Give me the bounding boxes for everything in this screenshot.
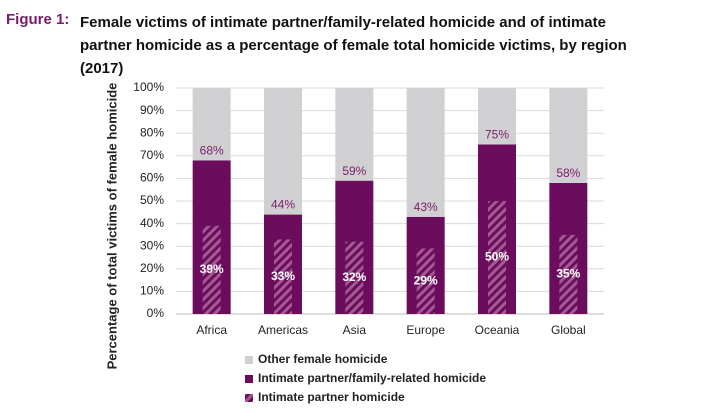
bar [192, 88, 231, 161]
legend-swatch [245, 375, 253, 383]
bar [345, 241, 364, 314]
value-label: 68% [200, 143, 224, 157]
value-label: 29% [414, 273, 438, 287]
x-tick-label: Asia [343, 323, 367, 337]
legend-label: Intimate partner/family-related homicide [258, 371, 486, 385]
x-tick-label: Africa [196, 323, 227, 337]
value-label: 50% [485, 250, 509, 264]
legend-label: Intimate partner homicide [258, 390, 405, 404]
y-tick-label: 10% [140, 284, 164, 298]
y-tick-label: 50% [140, 193, 164, 207]
y-tick-label: 90% [140, 103, 164, 117]
value-label: 39% [200, 262, 224, 276]
y-tick-label: 40% [140, 216, 164, 230]
bar [559, 234, 578, 314]
x-tick-label: Global [551, 323, 586, 337]
x-tick-label: Europe [406, 323, 445, 337]
y-axis-title: Percentage of total victims of female ho… [104, 83, 119, 370]
y-tick-label: 70% [140, 148, 164, 162]
y-tick-label: 60% [140, 171, 164, 185]
legend-swatch [245, 394, 253, 402]
x-tick-label: Americas [258, 323, 308, 337]
bar [416, 248, 435, 314]
figure-label: Figure 1: [6, 11, 70, 28]
bar [488, 201, 506, 314]
bar [549, 88, 588, 183]
bar [478, 88, 516, 145]
bar [274, 239, 292, 314]
bar [335, 88, 374, 181]
legend-swatch [245, 356, 253, 364]
value-label: 75% [485, 128, 509, 142]
value-label: 58% [556, 166, 580, 180]
y-tick-label: 20% [140, 261, 164, 275]
value-label: 32% [342, 270, 366, 284]
bar [406, 88, 445, 217]
y-tick-label: 30% [140, 238, 164, 252]
y-tick-label: 100% [133, 80, 164, 94]
value-label: 59% [342, 164, 366, 178]
bar [202, 225, 221, 314]
value-label: 43% [414, 200, 438, 214]
x-tick-label: Oceania [475, 323, 520, 337]
value-label: 35% [556, 267, 580, 281]
legend-label: Other female homicide [258, 352, 388, 366]
value-label: 33% [271, 269, 295, 283]
y-tick-label: 0% [147, 306, 165, 320]
chart-title: Female victims of intimate partner/famil… [80, 14, 627, 77]
value-label: 44% [271, 198, 295, 212]
bar [264, 88, 302, 215]
y-tick-label: 80% [140, 125, 164, 139]
